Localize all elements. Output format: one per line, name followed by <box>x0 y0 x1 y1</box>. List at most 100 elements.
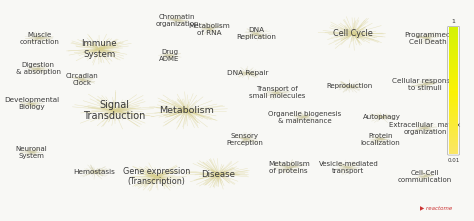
Bar <box>449 97 458 98</box>
Bar <box>449 57 458 58</box>
Bar <box>449 119 458 120</box>
Text: Vesicle-mediated
transport: Vesicle-mediated transport <box>319 161 378 174</box>
Bar <box>449 63 458 64</box>
Bar <box>449 42 458 43</box>
Bar <box>449 40 458 41</box>
Bar <box>449 72 458 73</box>
Bar <box>449 132 458 133</box>
Text: Signal
Transduction: Signal Transduction <box>83 100 146 121</box>
Bar <box>449 122 458 123</box>
Bar <box>449 52 458 53</box>
Bar <box>449 68 458 69</box>
Bar <box>449 118 458 119</box>
Text: Cellular responses
to stimuli: Cellular responses to stimuli <box>392 78 458 91</box>
Text: Protein
localization: Protein localization <box>361 133 401 146</box>
Bar <box>449 58 458 59</box>
Bar <box>449 115 458 116</box>
Bar <box>449 148 458 149</box>
Bar <box>449 103 458 104</box>
Bar <box>449 129 458 130</box>
Bar <box>449 29 458 30</box>
Bar <box>449 106 458 107</box>
Text: Metabolism: Metabolism <box>159 106 214 115</box>
Bar <box>449 66 458 67</box>
Bar <box>449 101 458 102</box>
Text: ▶ reactome: ▶ reactome <box>420 206 453 211</box>
Bar <box>449 137 458 138</box>
Bar <box>449 147 458 148</box>
Text: Metabolism
of proteins: Metabolism of proteins <box>268 161 310 174</box>
Bar <box>449 44 458 45</box>
Bar <box>449 94 458 95</box>
Text: DNA Repair: DNA Repair <box>227 70 268 76</box>
Bar <box>449 50 458 51</box>
Text: Reproduction: Reproduction <box>326 83 373 89</box>
Text: Cell-Cell
communication: Cell-Cell communication <box>398 170 452 183</box>
Bar <box>449 100 458 101</box>
Bar <box>449 121 458 122</box>
Bar <box>449 99 458 100</box>
Text: DNA
Replication: DNA Replication <box>237 27 277 40</box>
Bar <box>449 28 458 29</box>
Text: Circadian
Clock: Circadian Clock <box>66 73 99 86</box>
Bar <box>449 139 458 140</box>
Bar <box>449 75 458 76</box>
Bar <box>449 77 458 78</box>
Bar <box>449 49 458 50</box>
Bar <box>449 149 458 150</box>
Bar <box>449 43 458 44</box>
Bar <box>449 150 458 151</box>
Bar <box>449 134 458 135</box>
Bar <box>449 61 458 62</box>
Bar <box>449 96 458 97</box>
Bar <box>449 83 458 84</box>
Bar <box>449 142 458 143</box>
Text: Disease: Disease <box>201 170 236 179</box>
Bar <box>449 85 458 86</box>
Bar <box>449 35 458 36</box>
Bar <box>449 105 458 106</box>
Bar <box>449 69 458 70</box>
Text: Drug
ADME: Drug ADME <box>159 49 180 62</box>
Bar <box>449 110 458 111</box>
Bar <box>449 104 458 105</box>
Text: 1: 1 <box>452 19 456 24</box>
Bar <box>449 47 458 48</box>
Bar <box>449 145 458 146</box>
Bar <box>449 84 458 85</box>
Bar <box>449 80 458 81</box>
Bar <box>449 81 458 82</box>
Bar <box>449 102 458 103</box>
Bar <box>449 109 458 110</box>
Bar <box>449 64 458 65</box>
Bar <box>449 92 458 93</box>
Bar <box>449 123 458 124</box>
Bar <box>449 70 458 71</box>
Text: Sensory
Perception: Sensory Perception <box>226 133 263 146</box>
Bar <box>449 32 458 33</box>
Bar <box>449 41 458 42</box>
Bar <box>449 54 458 55</box>
Bar <box>449 140 458 141</box>
Bar <box>449 111 458 112</box>
Text: Extracellular  matrix
organization: Extracellular matrix organization <box>390 122 461 135</box>
Bar <box>449 87 458 88</box>
Bar <box>449 51 458 52</box>
Bar <box>449 107 458 108</box>
Bar <box>449 138 458 139</box>
Text: Transport of
small molecules: Transport of small molecules <box>249 86 305 99</box>
Text: Digestion
& absorption: Digestion & absorption <box>16 62 61 75</box>
Bar <box>449 146 458 147</box>
Bar <box>449 60 458 61</box>
Bar <box>449 153 458 154</box>
Bar <box>449 124 458 125</box>
Bar <box>449 131 458 132</box>
Bar <box>449 125 458 126</box>
Bar <box>449 135 458 136</box>
Bar <box>449 74 458 75</box>
Bar <box>449 143 458 144</box>
Bar <box>449 53 458 54</box>
Text: Muscle
contraction: Muscle contraction <box>19 32 59 44</box>
Bar <box>449 78 458 79</box>
Bar <box>449 36 458 37</box>
